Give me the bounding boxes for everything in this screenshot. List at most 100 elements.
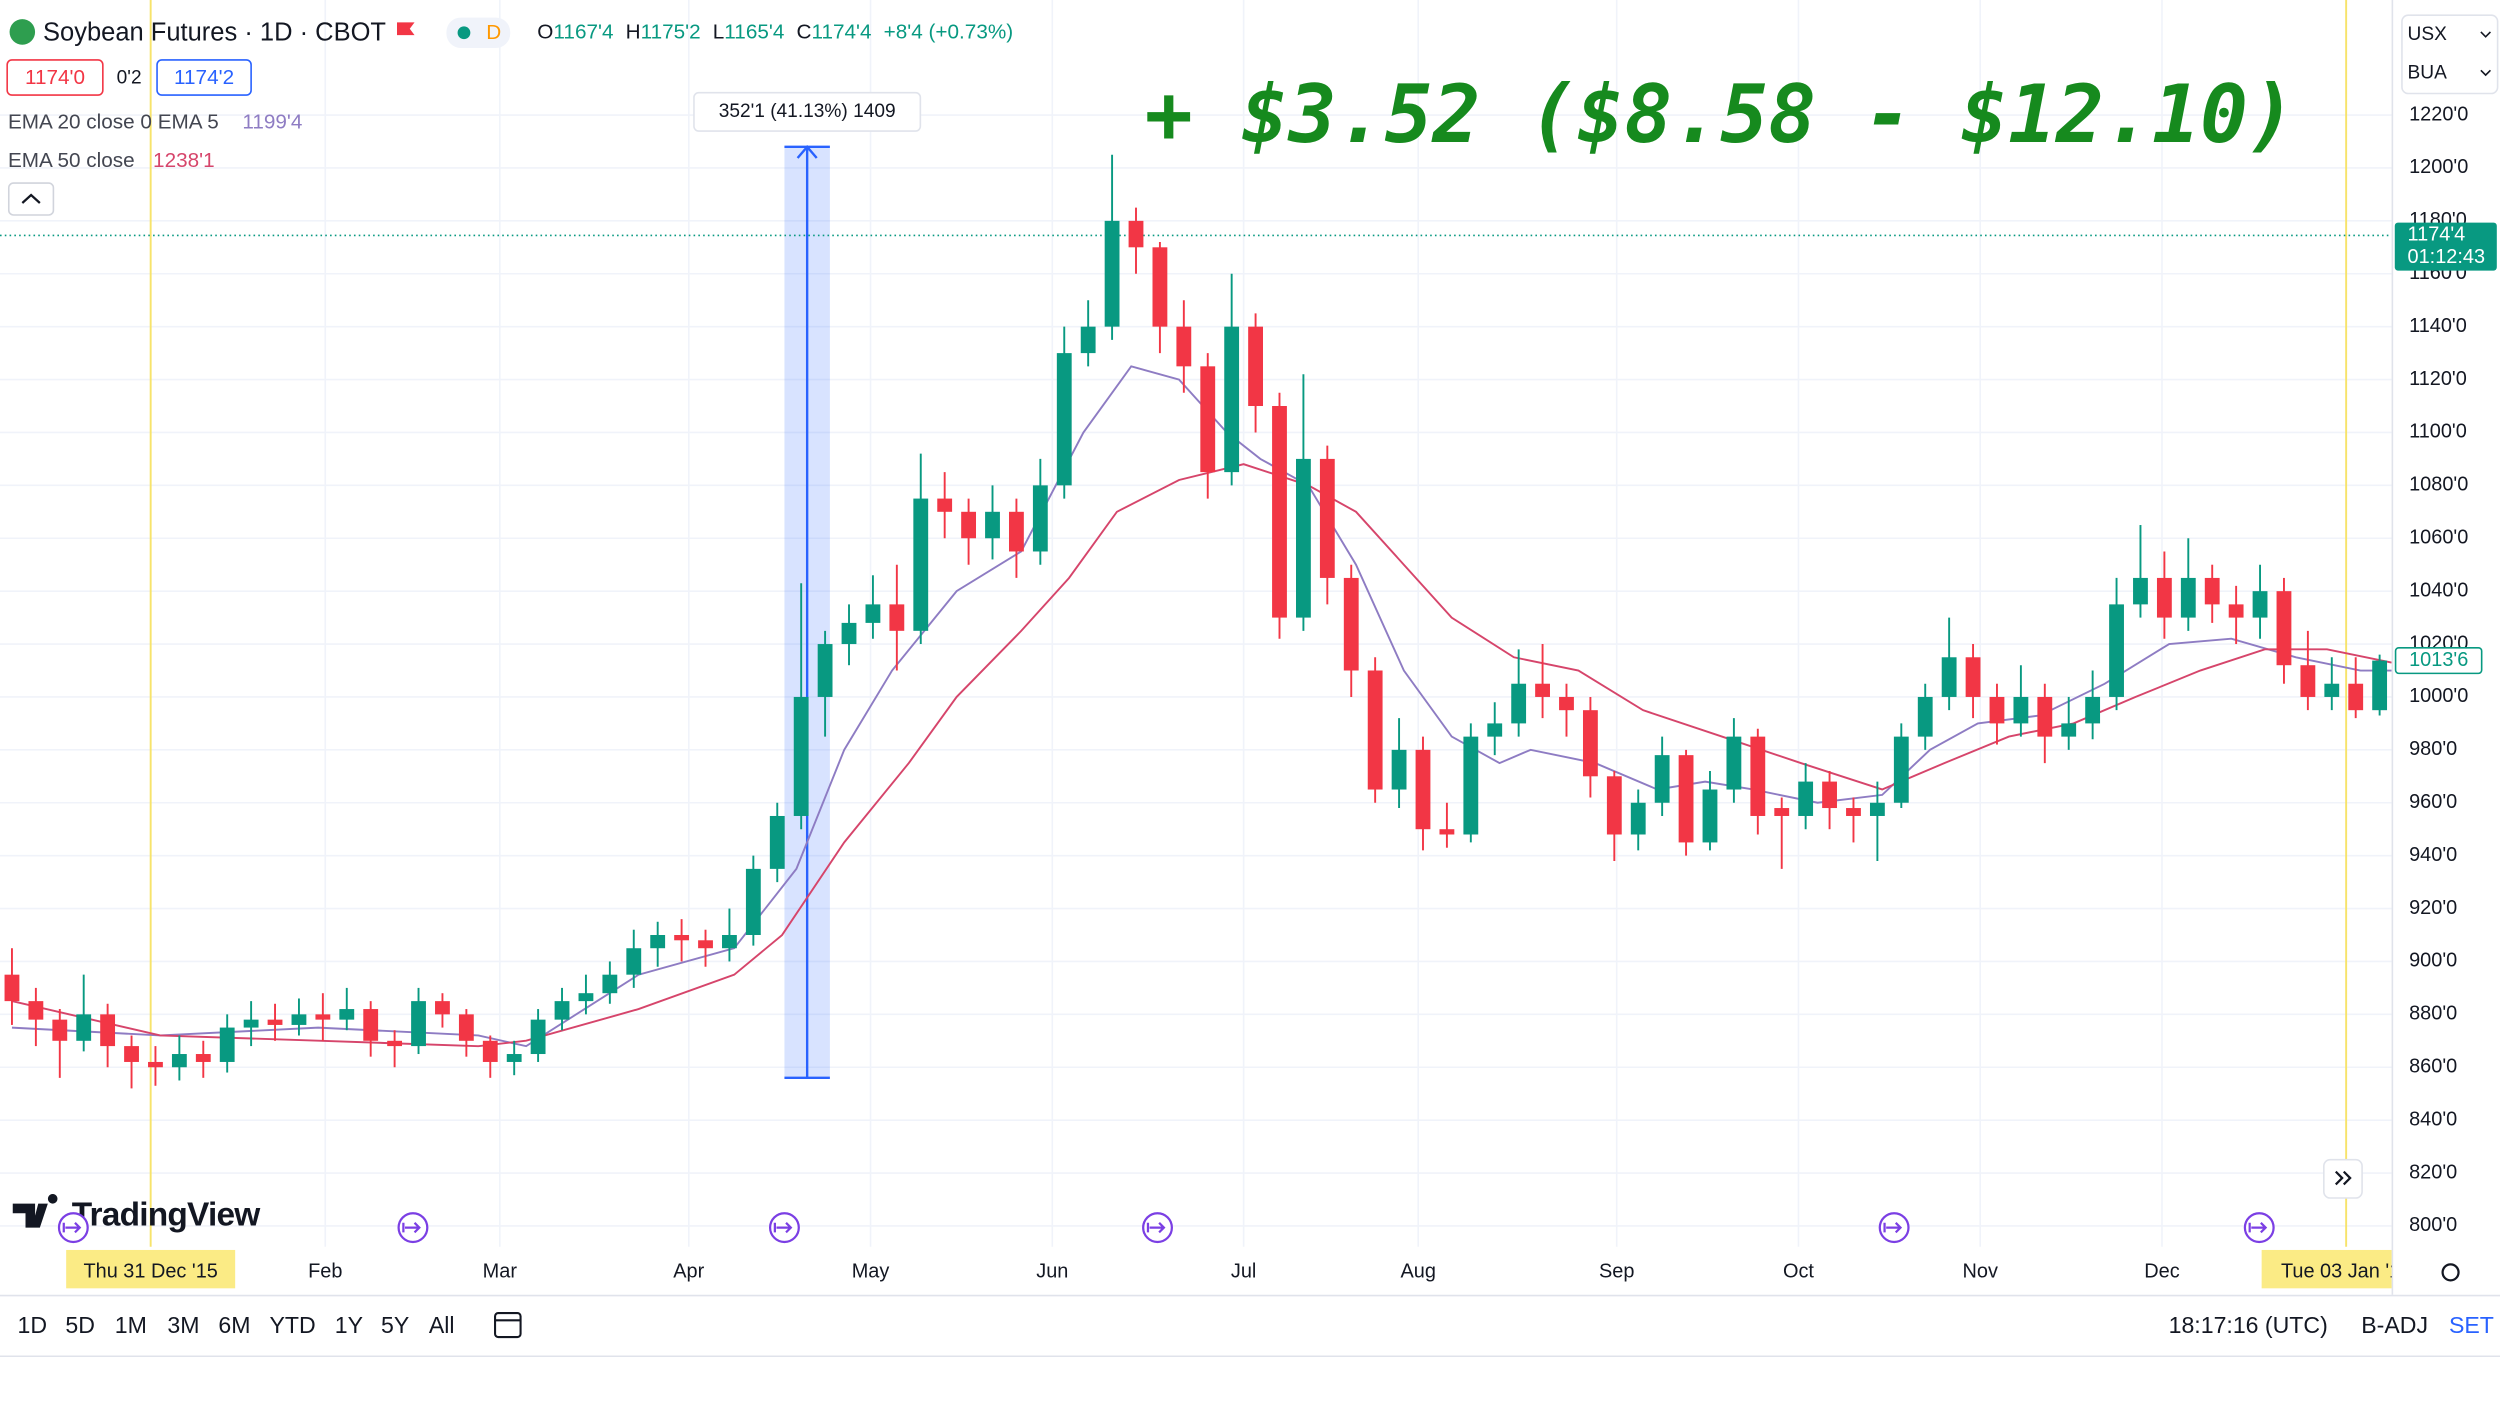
- y-tick-label: 1000'0: [2409, 685, 2468, 707]
- measure-label-box: [693, 91, 922, 132]
- y-tick-label: 900'0: [2409, 950, 2457, 972]
- candle-body: [148, 1061, 163, 1068]
- ohlc-value: 1165'4: [724, 21, 784, 44]
- candle-body: [124, 1046, 139, 1062]
- buy-price[interactable]: 1174'2: [174, 66, 234, 89]
- chevron: [2480, 69, 2491, 77]
- last-price-box: [2394, 222, 2497, 271]
- range-button[interactable]: 1M: [115, 1312, 147, 1338]
- candle-body: [602, 974, 618, 994]
- candle-body: [554, 1001, 570, 1020]
- chevron: [2480, 31, 2491, 38]
- unit-select[interactable]: BUA: [2408, 63, 2448, 84]
- candle-body: [1080, 326, 1096, 354]
- ohlc-key: O: [537, 21, 553, 44]
- range-button[interactable]: 5Y: [381, 1312, 409, 1338]
- candle-body: [1989, 696, 2005, 724]
- indicator-label[interactable]: EMA 20 close 0 EMA 5: [8, 111, 219, 134]
- currency-select[interactable]: USX: [2408, 24, 2448, 45]
- flag-icon[interactable]: [397, 22, 415, 36]
- candle-body: [243, 1019, 259, 1028]
- candle-body: [506, 1054, 522, 1062]
- range-button[interactable]: 5D: [65, 1312, 95, 1338]
- candle-body: [1439, 829, 1455, 835]
- x-tick-label: Apr: [673, 1261, 704, 1283]
- candle-body: [363, 1009, 379, 1041]
- date-range-icon[interactable]: [494, 1312, 522, 1339]
- y-tick-label: 1040'0: [2409, 579, 2468, 601]
- candle-body: [1319, 458, 1335, 578]
- measure-label: 352'1 (41.13%) 1409: [719, 101, 896, 122]
- candle-body: [865, 604, 881, 623]
- spread: 0'2: [117, 67, 142, 88]
- measure-arrowhead: [796, 144, 818, 159]
- date-marker-box: [66, 1249, 236, 1289]
- candle-body: [817, 644, 833, 697]
- y-tick-label: 1120'0: [2409, 368, 2467, 390]
- candle-body: [1463, 736, 1479, 835]
- y-tick-label: 980'0: [2409, 738, 2457, 760]
- range-button[interactable]: YTD: [269, 1312, 315, 1338]
- candle-body: [1487, 723, 1503, 737]
- candle-body: [100, 1014, 116, 1047]
- candle-body: [2180, 577, 2196, 618]
- range-button[interactable]: 1Y: [335, 1312, 363, 1338]
- sell-button[interactable]: [6, 59, 104, 96]
- candle-body: [2300, 665, 2316, 697]
- candle-body: [1750, 736, 1766, 816]
- clock[interactable]: 18:17:16 (UTC): [2169, 1312, 2328, 1338]
- candle-body: [1224, 326, 1240, 473]
- candle-body: [4, 974, 20, 1002]
- candle-body: [2013, 696, 2029, 724]
- range-button[interactable]: 6M: [218, 1312, 250, 1338]
- logo[interactable]: TradingView: [72, 1196, 262, 1233]
- collapse-icon: [21, 193, 41, 204]
- adjust-toggle[interactable]: B-ADJ: [2361, 1312, 2428, 1338]
- symbol-title[interactable]: Soybean Futures · 1D · CBOT: [43, 18, 386, 46]
- candle-body: [2109, 604, 2124, 697]
- y-tick-label: 800'0: [2409, 1214, 2457, 1236]
- x-tick-label: Sep: [1599, 1261, 1634, 1283]
- candle-body: [841, 622, 857, 645]
- scroll-right-button[interactable]: [2323, 1158, 2363, 1199]
- candle-body: [1272, 406, 1287, 618]
- candle-body: [2133, 577, 2148, 605]
- range-button[interactable]: 1D: [18, 1312, 48, 1338]
- candle-body: [674, 935, 690, 941]
- range-button[interactable]: 3M: [167, 1312, 199, 1338]
- annotation: + $3.52 ($8.58 - $12.10): [1145, 68, 2296, 161]
- candle-body: [2276, 591, 2292, 666]
- candle-body: [698, 940, 713, 949]
- collapse-button[interactable]: [7, 182, 55, 216]
- candle-body: [1511, 683, 1527, 724]
- candle-body: [889, 604, 905, 631]
- candle-body: [1152, 247, 1168, 327]
- y-tick-label: 880'0: [2409, 1003, 2457, 1025]
- y-tick-label: 1100'0: [2409, 421, 2467, 443]
- buy-button[interactable]: [156, 59, 252, 96]
- y-tick-label: 840'0: [2409, 1108, 2457, 1130]
- candle-body: [1032, 485, 1048, 552]
- candle-body: [339, 1009, 355, 1020]
- candle-body: [1367, 670, 1383, 790]
- candle-body: [315, 1014, 331, 1020]
- candle-body: [2228, 604, 2244, 618]
- scroll-icon: [2334, 1170, 2352, 1186]
- candle-body: [1009, 511, 1024, 552]
- indicator-label[interactable]: EMA 50 close: [8, 149, 135, 172]
- range-button[interactable]: All: [429, 1312, 455, 1338]
- candle-body: [793, 696, 809, 816]
- candle-body: [1559, 696, 1574, 711]
- y-tick-label: 820'0: [2409, 1161, 2457, 1183]
- settings-toggle[interactable]: SET: [2449, 1312, 2494, 1338]
- indicator-value: 1199'4: [242, 111, 302, 134]
- candle-body: [1582, 710, 1598, 777]
- settings-gear[interactable]: [2441, 1263, 2460, 1282]
- candle-body: [1774, 808, 1790, 816]
- candle-body: [1822, 781, 1837, 809]
- date-marker-label: Tue 03 Jan '17: [2281, 1261, 2411, 1283]
- x-tick-label: Feb: [308, 1261, 342, 1283]
- candle-body: [1678, 755, 1694, 843]
- sell-price[interactable]: 1174'0: [25, 66, 85, 89]
- candle-body: [76, 1014, 92, 1041]
